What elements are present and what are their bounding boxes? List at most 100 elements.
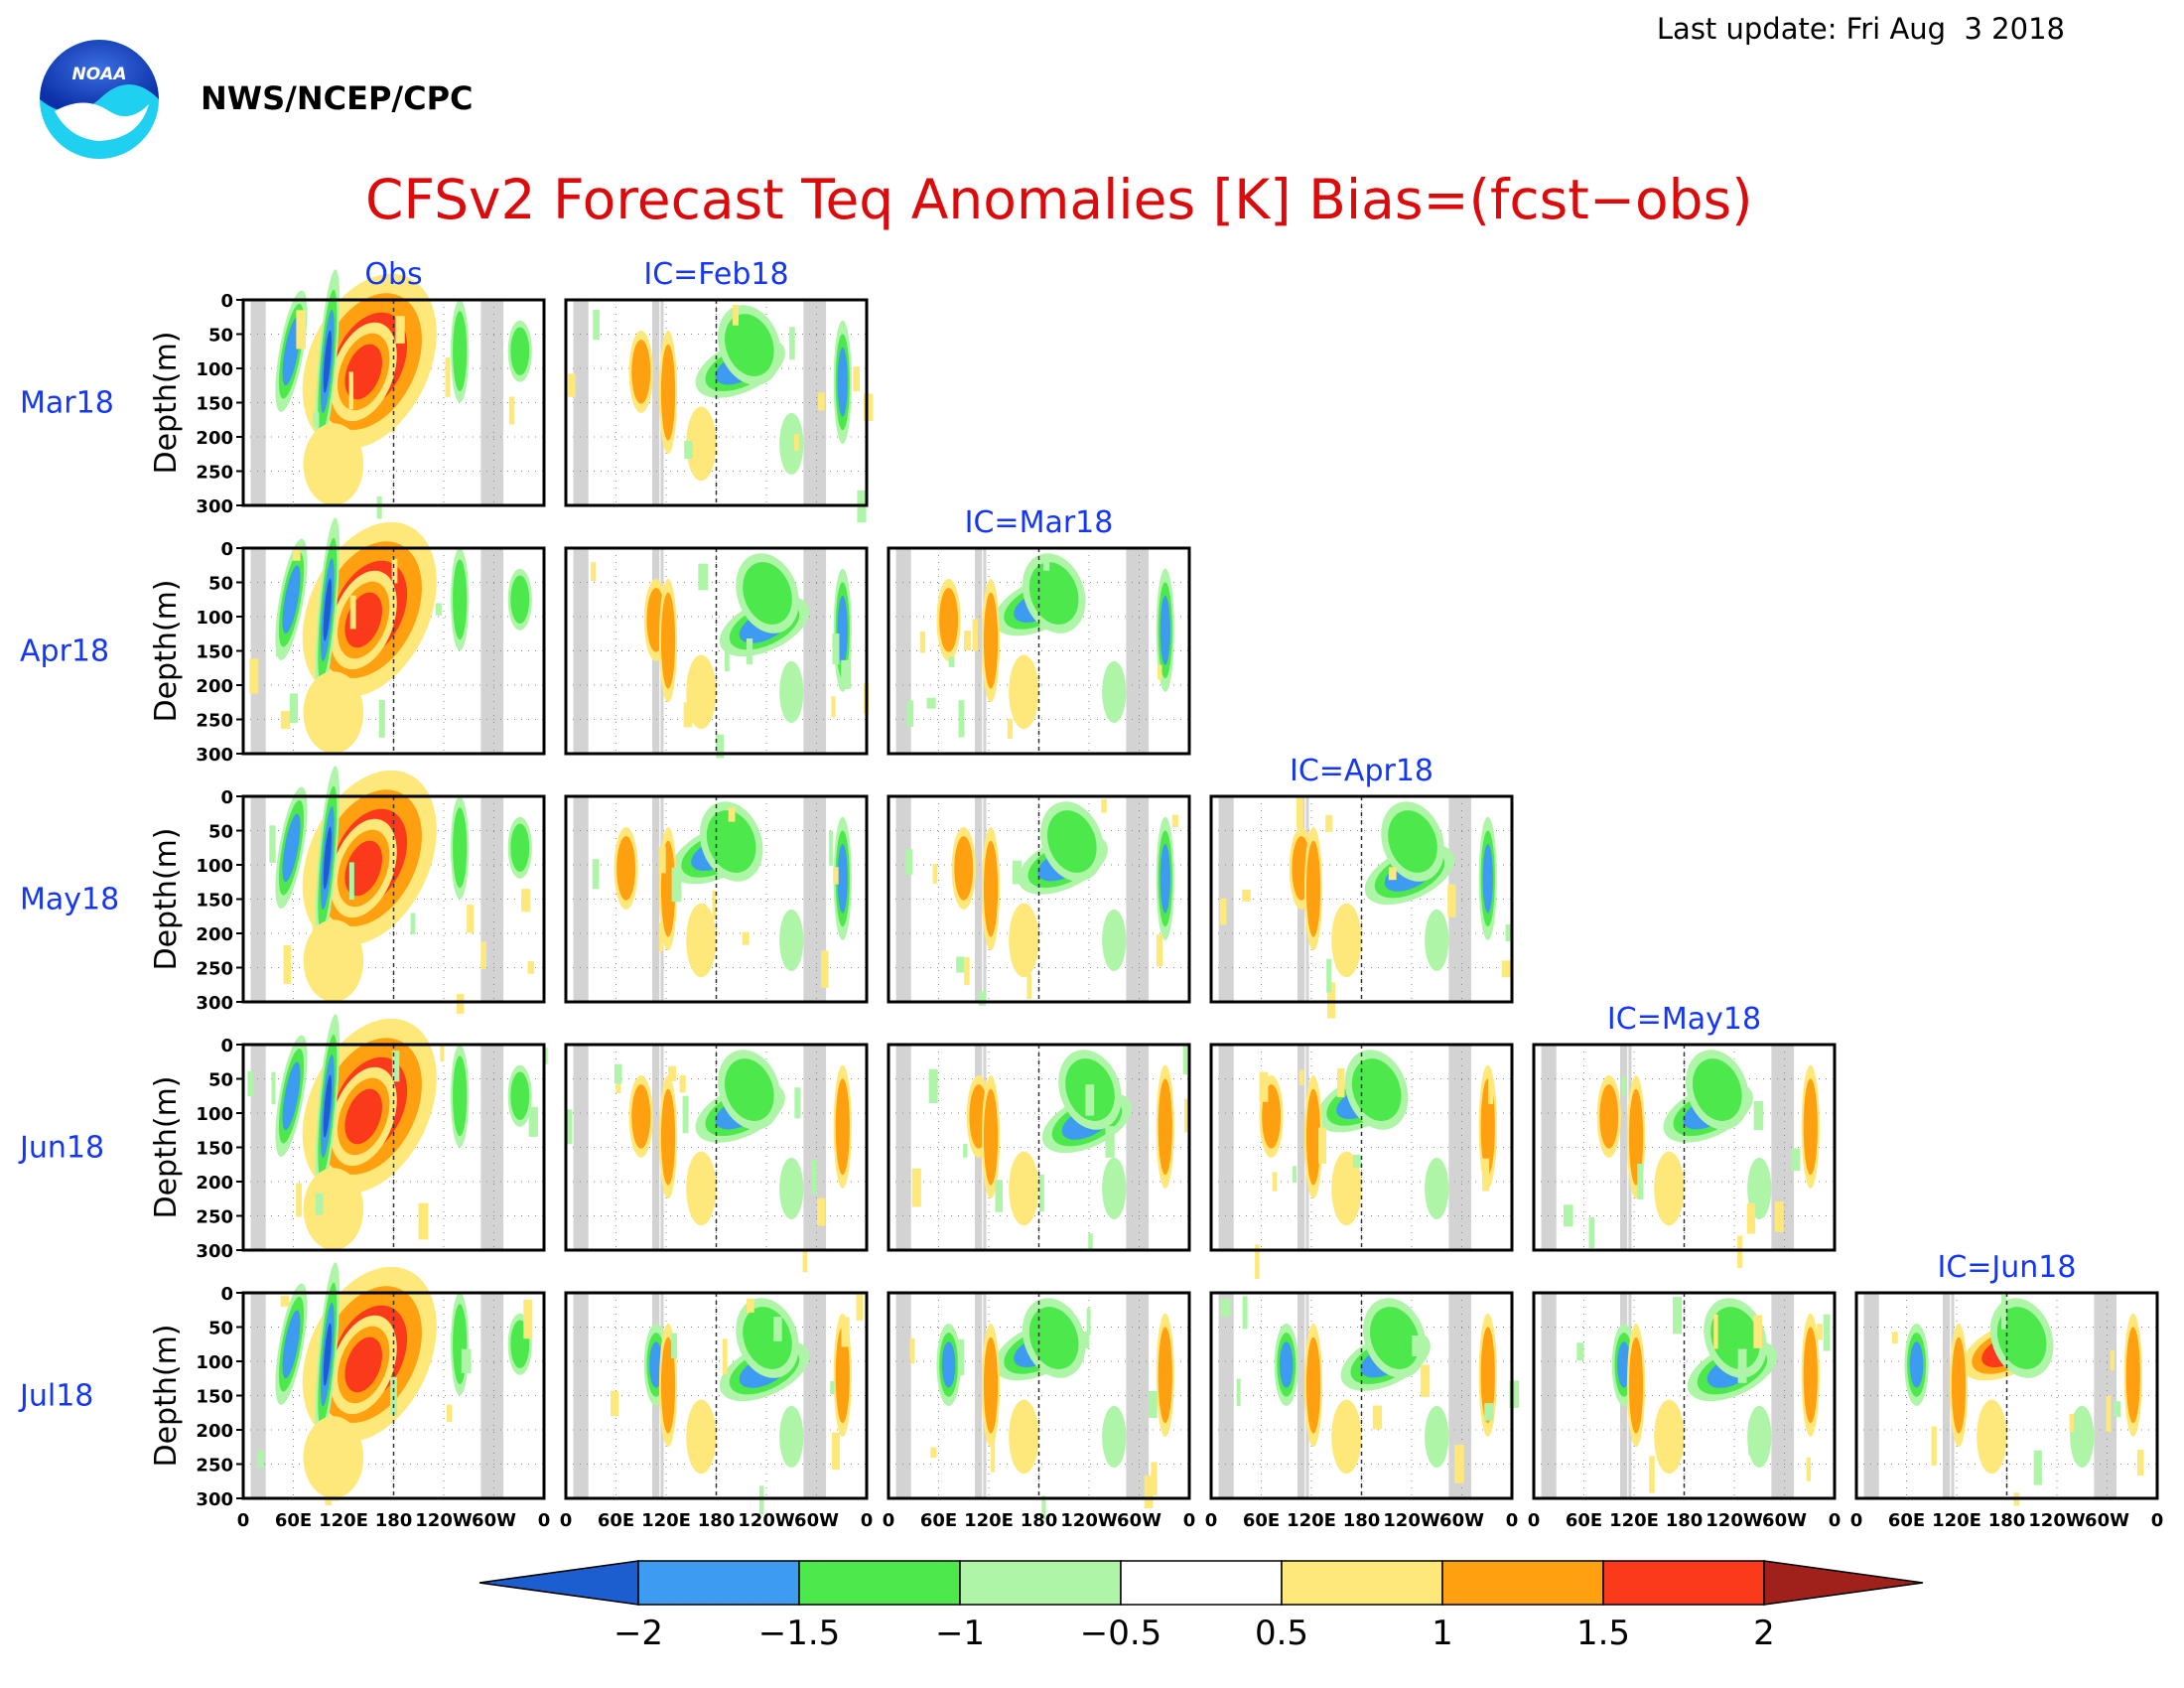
anomaly-contour [686, 903, 717, 978]
x-tick-label: 0 [1183, 1510, 1196, 1531]
panel [1209, 1291, 1520, 1500]
anomaly-speck [1298, 1069, 1304, 1085]
land-mask [250, 1293, 266, 1498]
anomaly-contour [344, 344, 382, 400]
x-tick-label: 120W [1706, 1510, 1763, 1531]
y-tick-label: 50 [208, 326, 233, 347]
land-mask [2094, 1293, 2117, 1498]
colorbar-swatch [1763, 1560, 1924, 1606]
anomaly-speck [1105, 1126, 1115, 1158]
x-tick-label: 120E [641, 1510, 691, 1531]
colorbar: −2 −1.5 −1 −0.5 0.5 1 1.5 2 [478, 1560, 1924, 1653]
colorbar-label: 1 [1432, 1614, 1453, 1653]
anomaly-speck [1753, 1101, 1764, 1131]
land-mask [803, 548, 827, 754]
anomaly-speck [329, 460, 338, 474]
anomaly-speck [1737, 1348, 1747, 1383]
anomaly-contour [631, 1084, 651, 1149]
anomaly-speck [543, 1047, 548, 1064]
y-tick-label: 150 [196, 891, 233, 912]
y-tick-label: 200 [196, 428, 233, 449]
anomaly-speck [1482, 1158, 1490, 1192]
x-tick-label: 180 [1988, 1510, 2026, 1531]
anomaly-speck [528, 1106, 538, 1137]
land-mask [250, 1045, 266, 1250]
anomaly-contour [1425, 1157, 1449, 1219]
y-tick-label: 100 [196, 608, 233, 629]
anomaly-speck [1326, 958, 1332, 993]
land-mask [651, 300, 660, 505]
anomaly-contour [779, 1157, 804, 1219]
anomaly-speck [568, 373, 576, 397]
anomaly-speck [1296, 796, 1303, 828]
y-tick-label: 250 [196, 1456, 233, 1477]
anomaly-speck [909, 1337, 915, 1364]
anomaly-speck [658, 922, 664, 952]
anomaly-speck [271, 1071, 276, 1105]
anomaly-contour [835, 1327, 850, 1424]
anomaly-contour [282, 565, 301, 634]
anomaly-speck [794, 1087, 801, 1119]
anomaly-speck [283, 944, 292, 984]
anomaly-contour [1370, 1307, 1420, 1369]
anomaly-speck [467, 905, 475, 933]
anomaly-contour [1654, 1399, 1685, 1475]
land-mask [250, 548, 266, 754]
y-tick-label: 300 [196, 1489, 233, 1510]
colorbar-label: −2 [614, 1614, 663, 1653]
anomaly-contour [1047, 810, 1097, 873]
anomaly-speck [390, 415, 396, 433]
anomaly-speck [1182, 1046, 1188, 1075]
x-tick-label: 180 [698, 1510, 736, 1531]
anomaly-speck [1806, 1457, 1812, 1481]
anomaly-contour [1331, 903, 1362, 978]
anomaly-speck [615, 1074, 621, 1094]
x-tick-label: 60W [472, 1510, 516, 1531]
anomaly-speck [1085, 1084, 1095, 1116]
land-mask [974, 1293, 983, 1498]
anomaly-speck [963, 1143, 968, 1158]
x-tick-label: 0 [1850, 1510, 1863, 1531]
panel [1532, 1291, 1837, 1500]
colorbar-label: −0.5 [1080, 1614, 1162, 1653]
colorbar-label: −1.5 [758, 1614, 841, 1653]
anomaly-speck [280, 711, 291, 730]
anomaly-speck [1184, 1098, 1189, 1133]
anomaly-contour [686, 1151, 717, 1226]
y-tick-label: 150 [196, 642, 233, 663]
anomaly-speck [928, 1068, 938, 1103]
x-tick-label: 120E [964, 1510, 1014, 1531]
anomaly-speck [2033, 1450, 2042, 1485]
x-tick-label: 60W [1117, 1510, 1161, 1531]
anomaly-contour [779, 412, 804, 475]
land-mask [974, 796, 983, 1002]
anomaly-speck [1737, 1235, 1743, 1269]
anomaly-speck [853, 366, 861, 392]
x-tick-label: 60W [1439, 1510, 1484, 1531]
x-tick-label: 0 [861, 1510, 874, 1531]
anomaly-speck [1086, 1308, 1091, 1336]
anomaly-speck [1487, 1078, 1494, 1105]
anomaly-contour [1102, 909, 1127, 971]
anomaly-speck [728, 806, 736, 822]
y-tick-label: 300 [196, 745, 233, 766]
anomaly-speck [1242, 889, 1251, 902]
anomaly-speck [435, 603, 442, 616]
x-tick-label: 0 [1829, 1510, 1842, 1531]
anomaly-speck [1259, 1071, 1269, 1102]
land-mask [895, 1293, 911, 1498]
anomaly-speck [1242, 1296, 1248, 1330]
land-mask [1126, 1293, 1150, 1498]
anomaly-contour [1693, 1058, 1742, 1121]
anomaly-speck [818, 392, 825, 411]
anomaly-contour [453, 311, 468, 392]
row-label: Jun18 [18, 1131, 104, 1166]
anomaly-speck [1748, 1422, 1754, 1456]
anomaly-speck [1293, 1166, 1297, 1184]
anomaly-speck [722, 1338, 728, 1375]
x-tick-label: 0 [237, 1510, 250, 1531]
anomaly-contour [725, 314, 774, 376]
y-tick-label: 250 [196, 463, 233, 484]
anomaly-speck [682, 1095, 689, 1134]
